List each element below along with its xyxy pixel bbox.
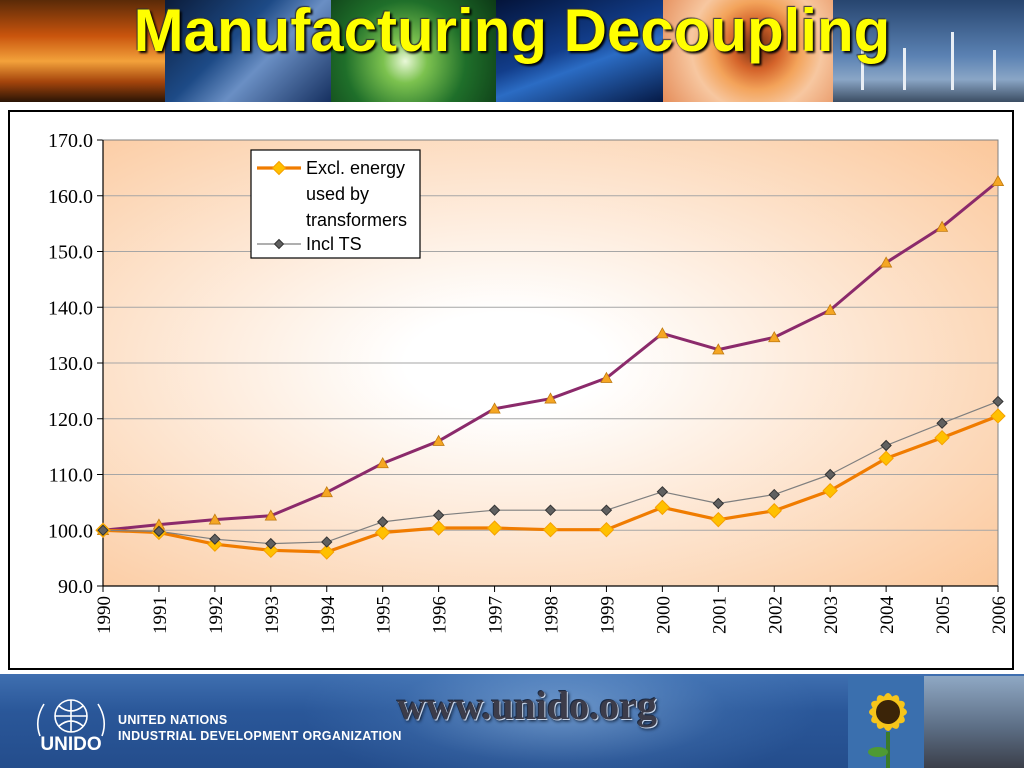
x-tick-label: 1996: [430, 596, 451, 634]
data-point: [209, 533, 221, 545]
slide-title: Manufacturing Decoupling: [133, 0, 891, 64]
data-point: [879, 256, 893, 268]
data-point: [97, 524, 109, 536]
data-point: [710, 511, 727, 528]
data-point: [934, 429, 950, 446]
header-image-strip: [0, 0, 1024, 102]
website-url: www.unido.org: [396, 683, 658, 728]
data-point: [374, 524, 391, 541]
sunflower-image: [848, 676, 926, 768]
y-tick-label: 100.0: [48, 520, 93, 542]
data-point: [600, 504, 613, 516]
x-tick-label: 1992: [206, 596, 227, 634]
data-point: [768, 331, 781, 343]
data-point: [992, 395, 1004, 408]
organization-name: UNITED NATIONS INDUSTRIAL DEVELOPMENT OR…: [118, 712, 402, 744]
data-point: [488, 402, 501, 414]
data-point: [824, 303, 837, 315]
chart-frame: 90.0 100.0 110.0 120.0 130.0 140.0 150.0 160.0 1…: [8, 110, 1014, 670]
data-point: [376, 457, 389, 469]
data-point: [273, 238, 285, 250]
header-photo-plant: [331, 0, 496, 102]
factory-worker-image: [924, 676, 1024, 768]
data-point: [936, 417, 948, 429]
x-tick-label: 2001: [709, 596, 730, 634]
legend-label: Incl TS: [306, 234, 362, 254]
data-point: [600, 371, 613, 383]
header-photo-sunset: [0, 0, 165, 102]
data-point: [486, 520, 503, 536]
y-tick-label: 120.0: [48, 409, 93, 431]
data-point: [263, 542, 279, 559]
y-tick-label: 140.0: [48, 297, 93, 319]
data-point: [265, 537, 277, 550]
header-photo-wind-turbines: [833, 0, 1024, 102]
x-tick-label: 2002: [765, 596, 786, 634]
y-tick-label: 150.0: [48, 242, 93, 264]
data-point: [432, 509, 445, 521]
data-point: [768, 488, 780, 501]
x-tick-label: 2000: [653, 596, 674, 634]
data-point: [208, 513, 222, 525]
x-tick-label: 2005: [933, 596, 954, 634]
org-line-2: INDUSTRIAL DEVELOPMENT ORGANIZATION: [118, 729, 402, 743]
x-tick-label: 2006: [989, 596, 1010, 634]
data-point: [712, 497, 725, 510]
data-point: [654, 499, 671, 516]
header-photo-flower: [663, 0, 833, 102]
y-tick-label: 130.0: [48, 353, 93, 375]
y-tick-label: 110.0: [49, 465, 93, 487]
data-point: [712, 343, 725, 355]
data-point: [822, 482, 838, 499]
data-point: [271, 160, 287, 176]
unido-logo: UNIDO: [36, 699, 106, 754]
y-tick-label: 160.0: [48, 186, 93, 208]
data-point: [321, 536, 333, 548]
data-point: [598, 521, 615, 538]
x-tick-label: 1990: [94, 596, 115, 634]
x-tick-label: 1995: [374, 596, 395, 634]
data-point: [878, 450, 894, 467]
line-chart: 90.0 100.0 110.0 120.0 130.0 140.0 150.0 160.0 1…: [48, 130, 1010, 635]
header-photo-circuit: [496, 0, 663, 102]
legend-label: Excl. energy: [306, 158, 405, 178]
legend-label: used by: [306, 184, 369, 204]
x-tick-label: 1994: [318, 596, 339, 635]
data-point: [488, 504, 501, 516]
unido-logo-wordmark: UNIDO: [40, 734, 101, 754]
footer-background-swirl: [300, 674, 820, 768]
x-tick-label: 2004: [877, 596, 898, 635]
x-tick-label: 1998: [542, 596, 563, 634]
data-point: [153, 525, 165, 538]
data-point: [430, 520, 447, 536]
data-point: [542, 521, 559, 538]
data-point: [544, 504, 557, 516]
data-point: [991, 174, 1005, 187]
data-point: [656, 486, 669, 498]
x-tick-label: 1997: [486, 596, 507, 634]
header-divider: [0, 102, 1024, 106]
org-line-1: UNITED NATIONS: [118, 713, 228, 727]
y-tick-label: 170.0: [48, 130, 93, 152]
header-photo-lab: [165, 0, 331, 102]
data-point: [432, 434, 445, 446]
data-point: [264, 509, 277, 521]
x-tick-label: 1999: [597, 596, 618, 634]
data-point: [990, 408, 1006, 424]
data-point: [935, 220, 949, 232]
data-point: [320, 486, 333, 498]
legend-label: transformers: [306, 210, 407, 230]
data-point: [766, 503, 782, 519]
data-point: [656, 327, 669, 339]
data-point: [319, 544, 335, 560]
data-point: [376, 516, 389, 528]
data-point: [544, 392, 557, 404]
y-tick-label: 90.0: [58, 576, 93, 598]
data-point: [824, 468, 836, 481]
x-tick-label: 1991: [150, 596, 171, 634]
x-tick-label: 2003: [821, 596, 842, 634]
data-point: [880, 439, 892, 452]
x-tick-label: 1993: [262, 596, 283, 634]
